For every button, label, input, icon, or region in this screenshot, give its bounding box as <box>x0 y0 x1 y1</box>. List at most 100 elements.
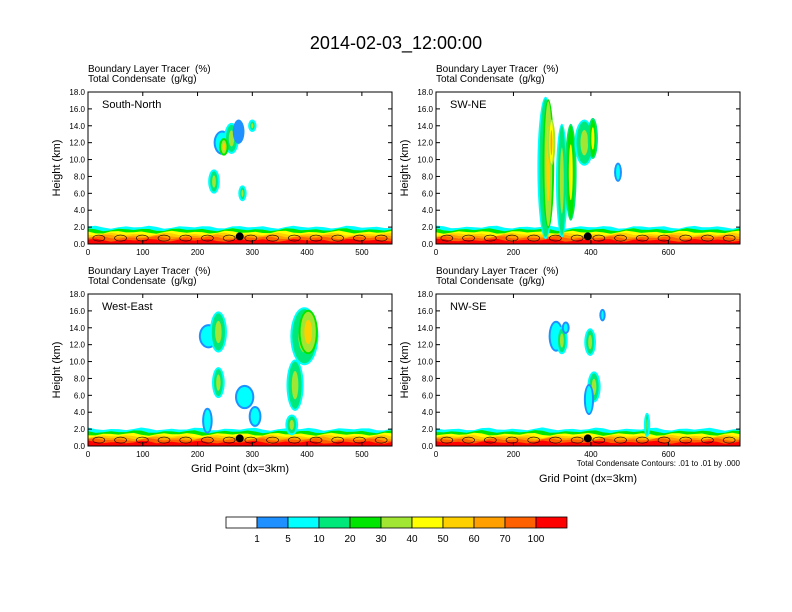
y-tick-label: 0.0 <box>74 442 86 451</box>
surface-contour <box>722 436 736 444</box>
tracer-blob-center-5 <box>241 189 244 197</box>
tracer-blob-center-2 <box>559 147 564 214</box>
subtitle-tracer-units: (%) <box>543 64 559 75</box>
y-tick-label: 10.0 <box>417 156 433 165</box>
bl-band-6 <box>88 238 392 244</box>
subtitle-condensate: Total Condensate <box>436 74 514 85</box>
surface-contour <box>614 234 627 242</box>
colorbar-label-4: 30 <box>375 534 387 545</box>
y-axis-label: Height (km) <box>399 140 411 197</box>
subtitle-condensate-units: (g/kg) <box>171 74 197 85</box>
y-tick-label: 2.0 <box>422 223 434 232</box>
y-tick-label: 6.0 <box>74 189 86 198</box>
x-tick-label: 200 <box>191 248 205 257</box>
tracer-blob-core-5 <box>563 323 568 332</box>
panel-1: Boundary Layer Tracer (%) Total Condensate… <box>399 64 741 257</box>
tracer-blob-center-5 <box>591 127 595 150</box>
tracer-blob-core-2 <box>234 121 243 142</box>
colorbar-swatch-8 <box>473 516 506 529</box>
tracer-blob-core-5 <box>250 408 260 425</box>
plot-area <box>88 294 392 446</box>
y-tick-label: 8.0 <box>422 374 434 383</box>
surface-contour <box>527 436 541 444</box>
y-tick-label: 10.0 <box>417 358 433 367</box>
surface-contour <box>679 436 693 444</box>
colorbar-label-6: 50 <box>437 534 449 545</box>
x-tick-label: 400 <box>300 450 314 459</box>
figure-title: 2014-02-03_12:00:00 <box>310 33 482 54</box>
surface-contour <box>287 436 301 444</box>
colorbar-label-0: 1 <box>254 534 260 545</box>
colorbar-label-2: 10 <box>313 534 325 545</box>
subtitle-condensate: Total Condensate <box>88 276 166 287</box>
surface-contour <box>287 234 301 242</box>
panel-label-bg <box>446 298 524 314</box>
panel-label-bg <box>98 298 176 314</box>
tracer-blob-core-4 <box>236 386 253 408</box>
tracer-blob-center-1 <box>215 320 222 344</box>
x-tick-label: 300 <box>246 450 260 459</box>
tracer-blob-core-6 <box>616 164 620 180</box>
x-tick-label: 0 <box>86 248 91 257</box>
colorbar-swatch-9 <box>504 516 537 529</box>
tracer-blob-center-1 <box>559 333 564 348</box>
surface-contour <box>309 234 323 242</box>
subtitle-condensate: Total Condensate <box>436 276 514 287</box>
surface-contour <box>92 436 106 444</box>
plot-area <box>436 92 740 244</box>
y-tick-label: 2.0 <box>422 425 434 434</box>
y-tick-label: 4.0 <box>74 408 86 417</box>
y-tick-label: 0.0 <box>422 240 434 249</box>
subtitle-tracer-units: (%) <box>195 64 211 75</box>
colorbar-label-5: 40 <box>406 534 418 545</box>
tracer-blob-center-7 <box>646 418 648 431</box>
subtitle-condensate: Total Condensate <box>88 74 166 85</box>
y-tick-label: 14.0 <box>417 324 433 333</box>
surface-contour <box>592 234 606 242</box>
subtitle-condensate-units: (g/kg) <box>519 74 545 85</box>
y-tick-label: 18.0 <box>417 88 433 97</box>
colorbar-swatch-1 <box>256 516 289 529</box>
surface-contour <box>114 436 127 444</box>
surface-contour <box>570 436 584 444</box>
surface-contour <box>157 234 171 242</box>
surface-contour <box>374 436 388 444</box>
colorbar-label-3: 20 <box>344 534 356 545</box>
plot-field <box>88 119 392 244</box>
x-axis-label: Grid Point (dx=3km) <box>539 473 637 485</box>
bl-band-6 <box>436 440 740 446</box>
plot-frame <box>87 293 393 447</box>
surface-contour <box>244 234 258 242</box>
x-tick-label: 100 <box>136 450 150 459</box>
y-axis-label: Height (km) <box>51 140 63 197</box>
surface-contour <box>201 234 214 242</box>
surface-contour <box>635 436 649 444</box>
surface-contour <box>635 234 649 242</box>
colorbar-label-1: 5 <box>285 534 291 545</box>
x-tick-label: 200 <box>191 450 205 459</box>
subtitle-condensate-units: (g/kg) <box>519 276 545 287</box>
tracer-blob-center-9 <box>289 419 294 430</box>
colorbar-swatch-3 <box>318 516 351 529</box>
surface-contour <box>440 234 454 242</box>
y-tick-label: 0.0 <box>422 442 434 451</box>
surface-contour <box>657 234 671 242</box>
y-tick-label: 10.0 <box>69 358 85 367</box>
surface-contour <box>679 234 693 242</box>
surface-contour <box>374 234 388 242</box>
surface-contour <box>701 436 714 444</box>
y-tick-label: 12.0 <box>417 139 433 148</box>
tracer-blob-center-2 <box>588 335 593 350</box>
colorbar-label-9: 100 <box>528 534 545 545</box>
tracer-blob-center-8 <box>304 319 313 345</box>
y-axis-label: Height (km) <box>51 342 63 399</box>
surface-contour <box>549 436 562 444</box>
x-tick-label: 600 <box>662 248 676 257</box>
tracer-blob-center-2 <box>216 374 221 391</box>
colorbar-swatch-2 <box>287 516 320 529</box>
surface-contour <box>353 436 366 444</box>
tracer-blob-center-7 <box>550 130 553 156</box>
location-marker <box>583 434 592 443</box>
bl-band-6 <box>436 238 740 244</box>
